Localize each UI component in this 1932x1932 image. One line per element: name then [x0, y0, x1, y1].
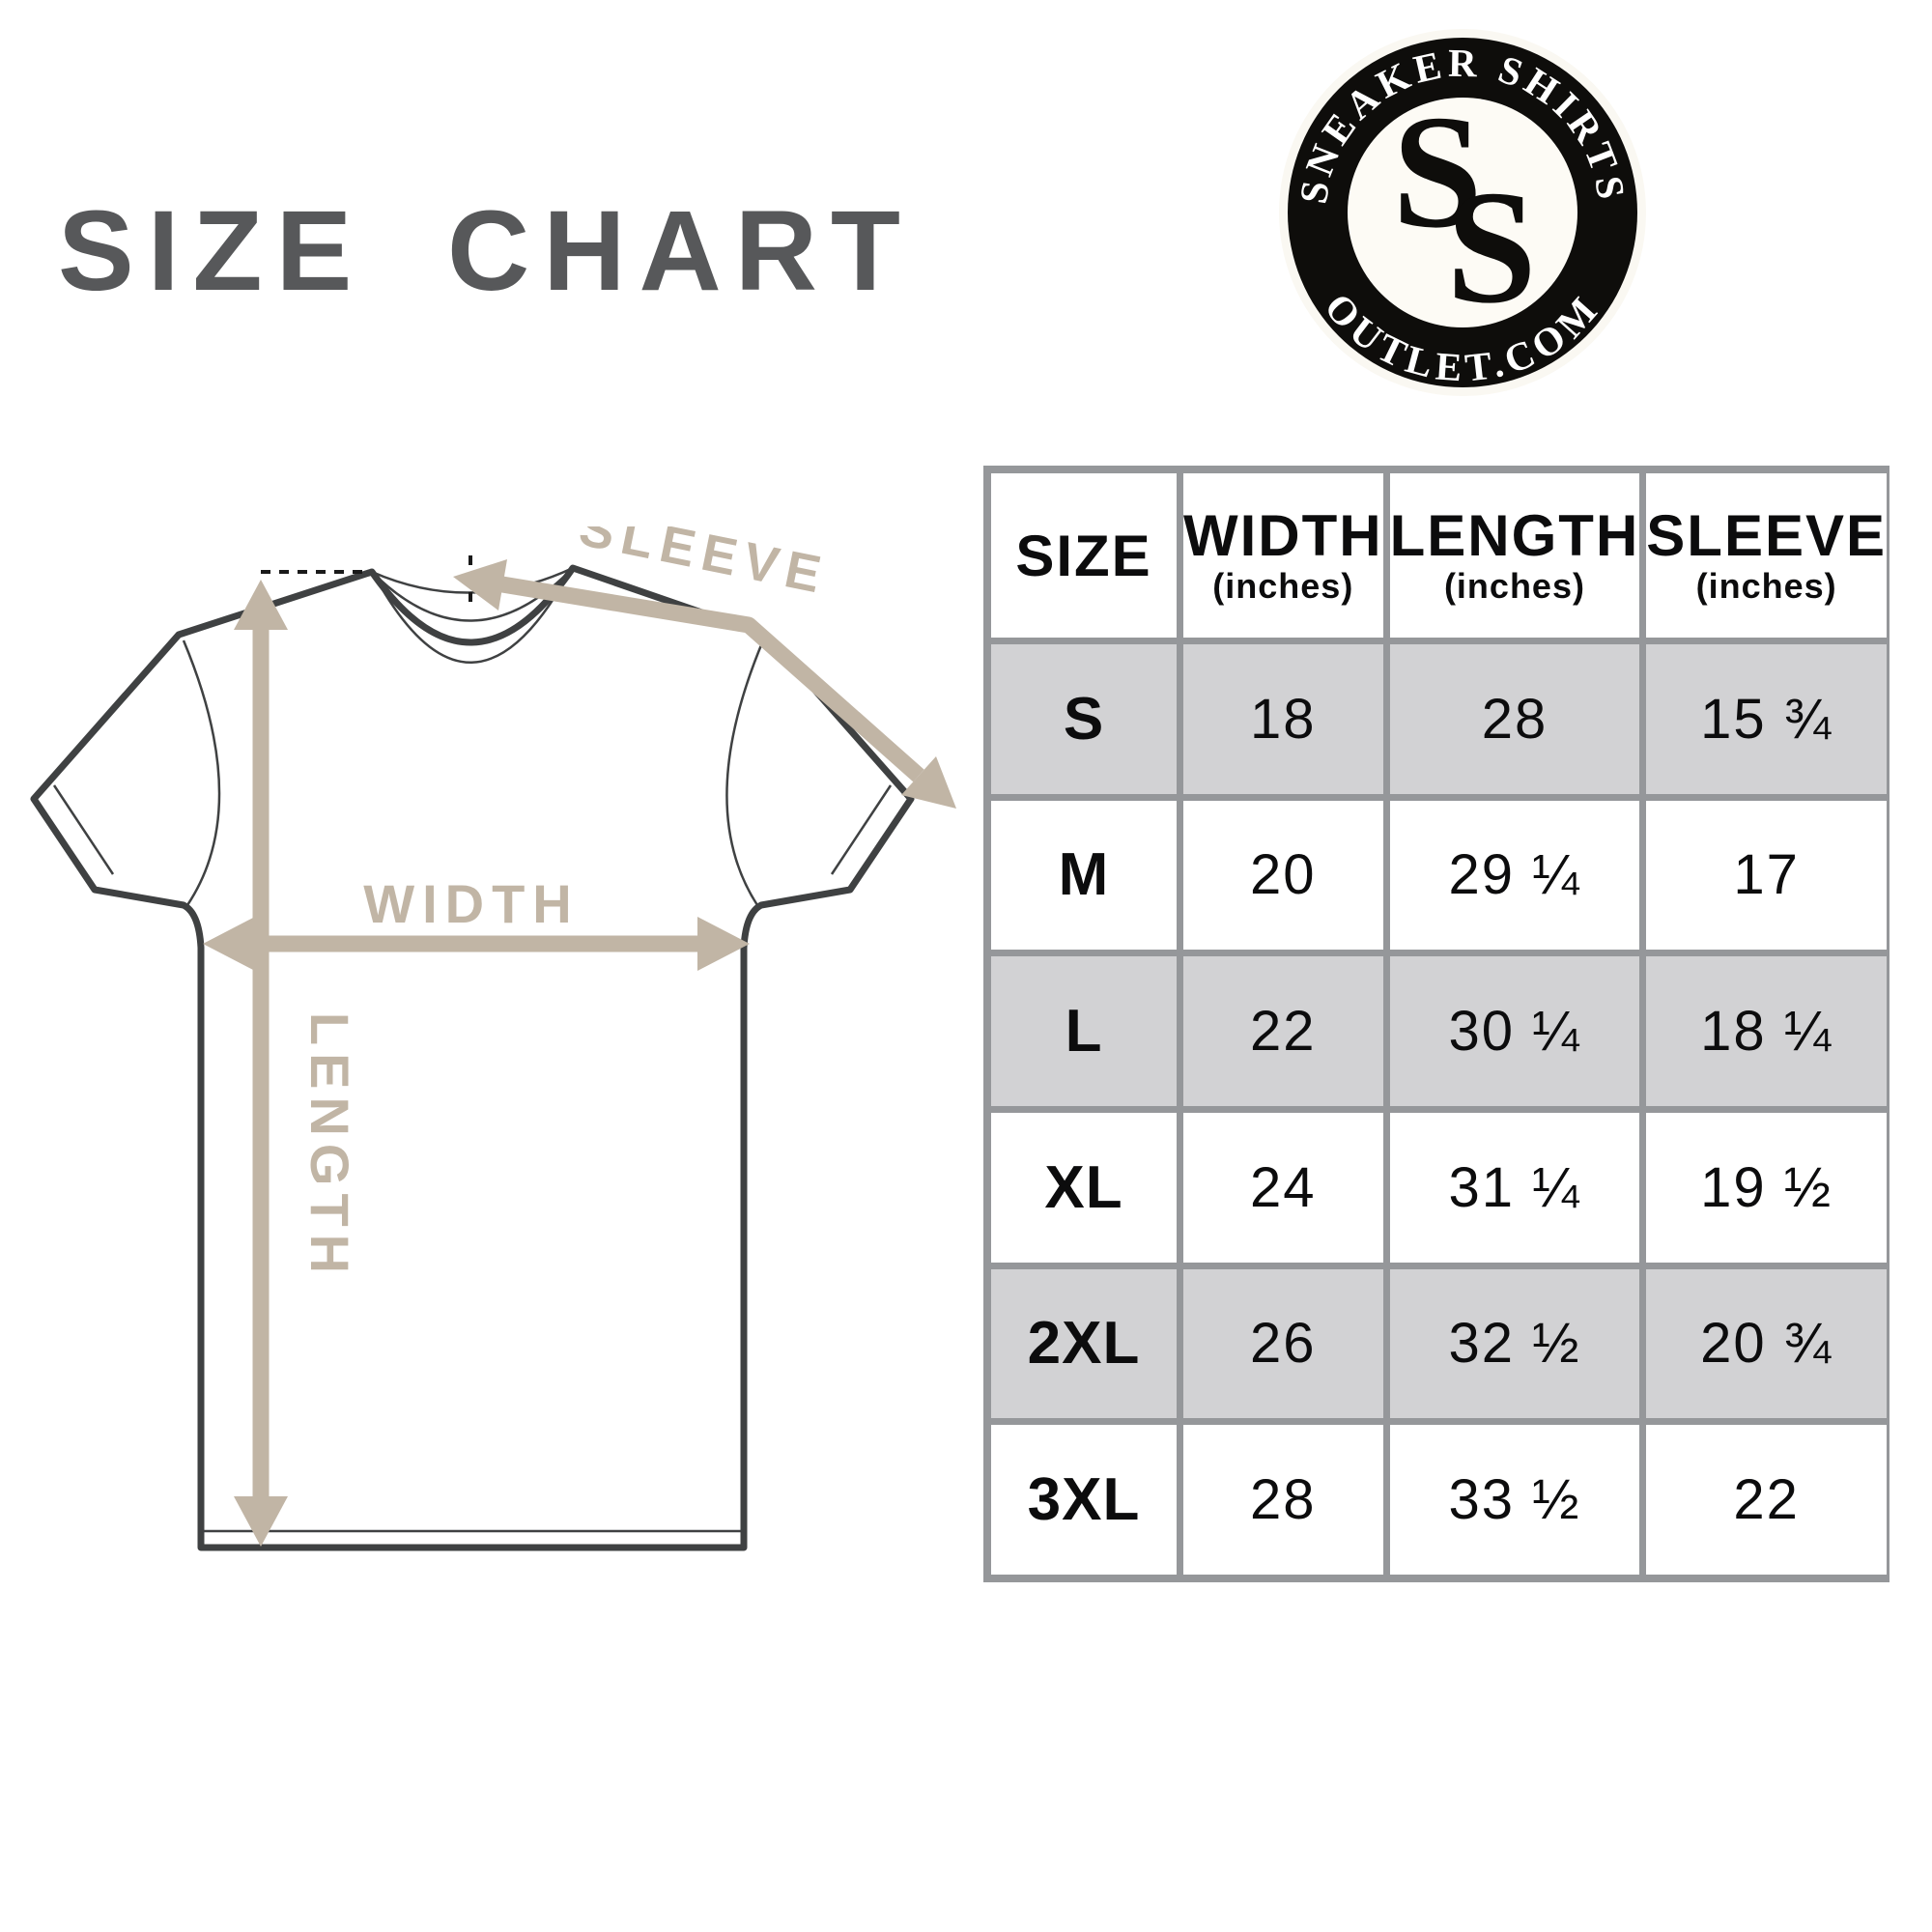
table-row-2xl-length: 32 ½	[1389, 1268, 1640, 1419]
column-header-sleeve: SLEEVE (inches)	[1646, 473, 1888, 638]
width-arrow	[203, 917, 750, 971]
brand-logo-svg: SNEAKER SHIRTS OUTLET.COM S S	[1279, 29, 1646, 396]
logo-inner-disc	[1348, 98, 1577, 327]
svg-text:S: S	[1392, 82, 1482, 262]
length-arrow	[234, 580, 288, 1547]
width-label: WIDTH	[363, 873, 580, 934]
brand-logo-badge: SNEAKER SHIRTS OUTLET.COM S S	[1271, 21, 1654, 404]
column-header-size: SIZE	[991, 473, 1177, 638]
page-title: SIZE CHART	[58, 187, 914, 315]
length-label: LENGTH	[299, 1012, 360, 1281]
tshirt-outline	[30, 564, 915, 1551]
sleeve-arrow	[453, 559, 956, 809]
table-row-l-width: 22	[1183, 956, 1383, 1106]
tshirt-measurement-diagram: WIDTH LENGTH SLEEVE	[19, 498, 966, 1599]
table-row-l-sleeve: 18 ¼	[1646, 956, 1888, 1106]
column-header-width: WIDTH (inches)	[1183, 473, 1383, 638]
table-row-3xl-length: 33 ½	[1389, 1425, 1640, 1575]
column-header-length: LENGTH (inches)	[1389, 473, 1640, 638]
table-row-3xl-width: 28	[1183, 1425, 1383, 1575]
table-row-s-sleeve: 15 ¾	[1646, 644, 1888, 794]
table-row-xl-length: 31 ¼	[1389, 1113, 1640, 1263]
table-row-m-width: 20	[1183, 800, 1383, 951]
table-row-l-size: L	[991, 956, 1177, 1106]
table-row-2xl-width: 26	[1183, 1268, 1383, 1419]
svg-text:S: S	[1446, 157, 1536, 337]
right-cuff-seam	[830, 784, 893, 875]
collar-stitch-seam	[379, 581, 566, 664]
table-row-2xl-size: 2XL	[991, 1268, 1177, 1419]
tshirt-diagram-svg: WIDTH LENGTH SLEEVE	[30, 498, 956, 1551]
table-row-m-length: 29 ¼	[1389, 800, 1640, 951]
table-row-s-length: 28	[1389, 644, 1640, 794]
table-row-xl-width: 24	[1183, 1113, 1383, 1263]
table-row-3xl-sleeve: 22	[1646, 1425, 1888, 1575]
table-row-s-size: S	[991, 644, 1177, 794]
table-row-2xl-sleeve: 20 ¾	[1646, 1268, 1888, 1419]
table-row-l-length: 30 ¼	[1389, 956, 1640, 1106]
table-row-s-width: 18	[1183, 644, 1383, 794]
logo-ss-monogram: S S	[1392, 82, 1536, 337]
right-armhole-seam	[725, 639, 765, 906]
size-table: SIZE WIDTH (inches) LENGTH (inches) SLEE…	[983, 466, 1889, 1582]
table-row-m-size: M	[991, 800, 1177, 951]
left-cuff-seam	[52, 784, 115, 875]
table-row-3xl-size: 3XL	[991, 1425, 1177, 1575]
table-row-m-sleeve: 17	[1646, 800, 1888, 951]
table-row-xl-sleeve: 19 ½	[1646, 1113, 1888, 1263]
left-armhole-seam	[182, 639, 221, 906]
table-row-xl-size: XL	[991, 1113, 1177, 1263]
